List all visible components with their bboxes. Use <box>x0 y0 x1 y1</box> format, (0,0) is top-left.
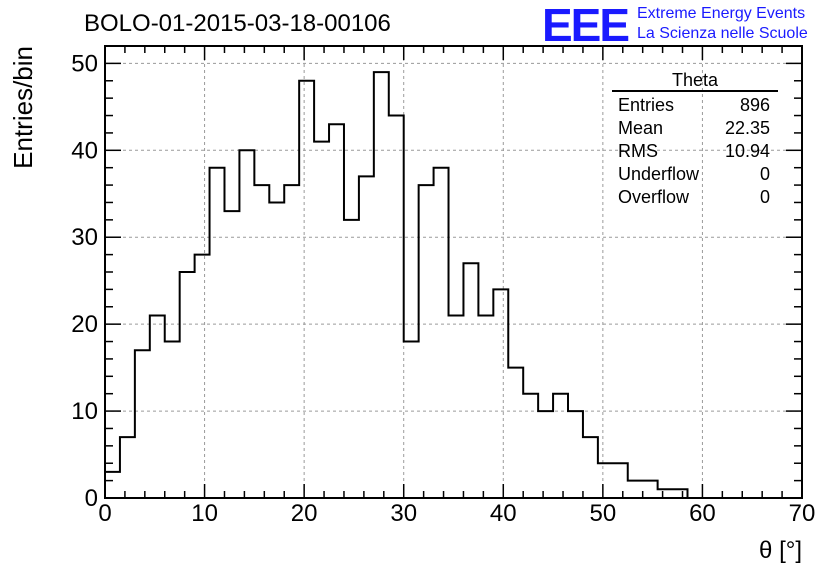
histogram-bin <box>314 142 329 498</box>
histogram-bin <box>658 489 673 498</box>
stats-label: Underflow <box>618 164 700 184</box>
x-tick-label: 40 <box>490 500 517 527</box>
y-tick-label: 30 <box>71 224 98 251</box>
histogram-bin <box>583 437 598 498</box>
y-tick-label: 40 <box>71 137 98 164</box>
stats-label: Overflow <box>618 187 690 207</box>
stats-title: Theta <box>671 70 719 90</box>
x-tick-label: 50 <box>590 500 617 527</box>
histogram-bin <box>344 220 359 498</box>
histogram-bin <box>538 411 553 498</box>
stats-value: 0 <box>759 164 770 184</box>
histogram-bin <box>493 289 508 498</box>
histogram-bin <box>359 176 374 498</box>
stats-row-underflow: Underflow 0 <box>612 163 778 186</box>
stats-row-entries: Entries 896 <box>612 94 778 117</box>
histogram-bin <box>105 472 120 498</box>
stats-value: 22.35 <box>724 118 770 138</box>
histogram-bin <box>434 168 449 498</box>
histogram-bin <box>508 368 523 498</box>
histogram-bin <box>239 150 254 498</box>
y-axis-label: Entries/bin <box>8 46 38 169</box>
stats-label: Entries <box>618 95 675 115</box>
x-tick-label: 10 <box>191 500 218 527</box>
stats-label: Mean <box>618 118 664 138</box>
logo-line-2: La Scienza nelle Scuole <box>637 25 808 42</box>
histogram-bin <box>374 72 389 498</box>
histogram-bin <box>150 315 165 498</box>
stats-row-mean: Mean 22.35 <box>612 117 778 140</box>
histogram-bin <box>210 168 225 498</box>
stats-row-rms: RMS 10.94 <box>612 140 778 163</box>
x-tick-label: 20 <box>291 500 318 527</box>
stats-value: 0 <box>759 187 770 207</box>
histogram-bin <box>478 315 493 498</box>
stats-value: 896 <box>739 95 770 115</box>
histogram-bin <box>224 211 239 498</box>
eee-logo: EEE <box>542 0 630 51</box>
histogram-bin <box>135 350 150 498</box>
histogram-bin <box>269 202 284 498</box>
histogram-bin <box>419 185 434 498</box>
y-tick-label: 50 <box>71 50 98 77</box>
histogram-bin <box>673 489 688 498</box>
chart-title: BOLO-01-2015-03-18-00106 <box>84 10 391 37</box>
histogram-series <box>104 71 793 499</box>
stats-row-overflow: Overflow 0 <box>612 186 778 209</box>
histogram-bin <box>553 394 568 498</box>
histogram-bin <box>628 481 643 498</box>
histogram-bin <box>404 342 419 498</box>
stats-value: 10.94 <box>724 141 770 161</box>
histogram-bin <box>643 481 658 498</box>
statistics-box: Theta Entries 896 Mean 22.35 RMS 10.94 Unde… <box>612 70 778 209</box>
y-tick-label: 20 <box>71 311 98 338</box>
histogram-bin <box>299 81 314 498</box>
histogram-bin <box>463 263 478 498</box>
logo-line-1: Extreme Energy Events <box>637 5 806 22</box>
y-tick-label: 0 <box>85 485 98 512</box>
stats-label: RMS <box>618 141 658 161</box>
histogram-bin <box>389 116 404 498</box>
y-tick-label: 10 <box>71 398 98 425</box>
x-tick-label: 0 <box>98 500 111 527</box>
histogram-bin <box>165 342 180 498</box>
histogram-bin <box>180 272 195 498</box>
x-tick-label: 30 <box>390 500 417 527</box>
x-axis-label: θ [°] <box>759 537 802 564</box>
histogram-bin <box>449 315 464 498</box>
logo-text: Extreme Energy Events La Scienza nelle S… <box>637 4 808 44</box>
stats-title-underline <box>612 90 778 92</box>
histogram-bin <box>120 437 135 498</box>
histogram-bin <box>254 185 269 498</box>
histogram-bin <box>613 463 628 498</box>
x-tick-label: 70 <box>789 500 816 527</box>
histogram-bin <box>195 255 210 498</box>
histogram-bin <box>568 411 583 498</box>
histogram-bin <box>329 124 344 498</box>
histogram-bin <box>523 394 538 498</box>
histogram-bin <box>598 463 613 498</box>
x-tick-label: 60 <box>689 500 716 527</box>
histogram-bin <box>284 185 299 498</box>
